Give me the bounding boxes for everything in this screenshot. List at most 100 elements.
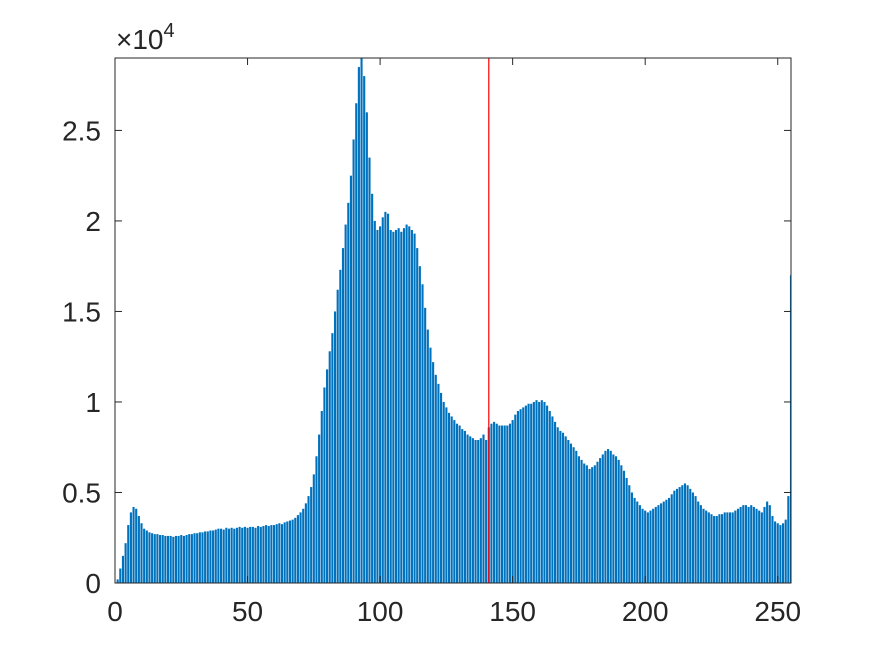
bar	[694, 496, 697, 583]
y-multiplier: ×104	[116, 20, 175, 55]
bar	[652, 508, 655, 583]
bar	[291, 519, 294, 583]
bar	[283, 522, 286, 583]
bar	[755, 508, 758, 583]
bar	[739, 506, 742, 583]
bar	[201, 532, 204, 583]
bar	[689, 488, 692, 583]
bar	[683, 483, 687, 583]
bar	[516, 411, 520, 583]
bar	[310, 487, 313, 583]
bar	[768, 505, 771, 583]
bar	[596, 461, 599, 583]
bar	[599, 458, 602, 583]
bar	[119, 568, 122, 583]
bar	[217, 528, 220, 583]
bar	[363, 76, 366, 583]
bar	[705, 510, 708, 583]
bar	[159, 535, 162, 583]
bar	[169, 535, 172, 583]
bar	[318, 434, 321, 583]
bar	[572, 447, 575, 583]
bar	[575, 450, 578, 583]
bar	[657, 505, 660, 583]
bar	[182, 535, 185, 583]
x-tick-label: 50	[232, 596, 263, 627]
x-tick-label: 150	[489, 596, 536, 627]
bar	[620, 465, 623, 583]
bar	[426, 329, 429, 583]
bar	[413, 233, 416, 583]
bar	[673, 490, 676, 583]
bar	[315, 456, 318, 583]
bar	[116, 579, 119, 583]
bar	[458, 425, 461, 583]
bar	[193, 533, 196, 583]
bar	[633, 497, 636, 583]
bar	[384, 211, 387, 583]
bar	[376, 229, 379, 583]
bar	[601, 454, 604, 583]
bar	[580, 459, 583, 583]
bar	[524, 405, 527, 583]
bar	[628, 485, 631, 583]
bar	[249, 526, 252, 583]
bar	[246, 527, 249, 583]
bar	[548, 411, 551, 583]
bar	[230, 527, 233, 583]
bar	[121, 555, 125, 583]
bar	[583, 463, 586, 583]
bar	[172, 536, 175, 583]
bar	[445, 407, 448, 583]
bar	[371, 193, 374, 583]
bar	[440, 392, 443, 583]
bar	[699, 505, 702, 583]
bar	[132, 506, 135, 583]
bar	[262, 525, 265, 583]
bar	[145, 530, 148, 583]
bar	[787, 496, 790, 583]
bar	[736, 508, 740, 583]
bar	[174, 535, 178, 583]
bar	[771, 516, 774, 583]
bar	[450, 416, 453, 583]
bar	[235, 527, 239, 583]
bar	[424, 307, 427, 583]
bar	[614, 456, 618, 583]
bar	[352, 139, 355, 583]
y-tick-label: 2	[85, 206, 101, 237]
plot-area	[116, 58, 791, 583]
bar	[670, 494, 673, 583]
bar	[267, 525, 270, 583]
bar	[482, 434, 485, 583]
bar	[588, 468, 591, 583]
bar	[734, 510, 737, 583]
bar	[503, 425, 506, 583]
bar	[400, 231, 403, 583]
bar	[347, 202, 350, 583]
bar	[241, 527, 244, 583]
bar	[485, 439, 488, 583]
bar	[514, 414, 517, 583]
bar	[455, 423, 459, 583]
bar	[530, 403, 533, 583]
bar	[416, 248, 419, 583]
bar	[543, 401, 546, 583]
bar	[744, 505, 747, 583]
bar	[326, 369, 329, 583]
bar	[774, 521, 777, 583]
bar	[567, 439, 570, 583]
bar	[554, 421, 557, 583]
bar	[577, 456, 580, 583]
bar	[257, 525, 260, 583]
bar	[360, 58, 363, 583]
bar	[328, 351, 331, 583]
x-tick-label: 200	[622, 596, 669, 627]
bar	[747, 506, 750, 583]
bar	[649, 510, 652, 583]
bar	[442, 401, 445, 583]
bar	[251, 526, 254, 583]
bar	[779, 525, 782, 583]
bar	[296, 515, 299, 583]
bar	[341, 248, 345, 583]
